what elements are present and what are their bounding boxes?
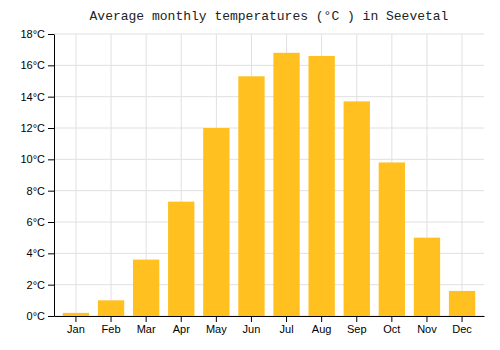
x-tick-label: Jan [67,323,85,335]
x-tick: Oct [383,316,400,335]
y-tick-mark [48,128,54,129]
y-tick-label: 14°C [20,91,45,103]
x-tick-label: May [206,323,227,335]
x-tick: Jul [280,316,294,335]
y-tick-label: 10°C [20,153,45,165]
bar [449,291,475,316]
x-tick: Mar [137,316,156,335]
x-tick-label: Jun [243,323,261,335]
y-tick: 2°C [27,279,54,291]
bar [203,128,229,316]
x-tick: Jan [67,316,85,335]
bar [379,162,405,316]
y-tick-mark [48,159,54,160]
x-tick-label: Mar [137,323,156,335]
x-tick-label: Jul [280,323,294,335]
y-axis-line [54,35,55,317]
x-tick: Apr [173,316,190,335]
y-tick: 10°C [20,153,54,165]
grid-line-x [462,34,463,316]
x-tick-mark [181,316,182,322]
x-tick-label: Aug [312,323,332,335]
x-tick-mark [75,316,76,322]
y-tick: 14°C [20,91,54,103]
y-tick-label: 4°C [27,247,46,259]
y-tick-label: 0°C [27,310,46,322]
grid-line-y [54,96,484,97]
bar [98,300,124,316]
y-tick-label: 8°C [27,185,46,197]
y-tick-mark [48,316,54,317]
x-tick-mark [426,316,427,322]
x-tick-mark [251,316,252,322]
x-tick: Nov [417,316,437,335]
bar [273,53,299,316]
y-tick-mark [48,253,54,254]
x-axis-line [55,316,485,317]
y-tick-label: 2°C [27,279,46,291]
x-tick: Sep [347,316,367,335]
x-tick-label: Apr [173,323,190,335]
title: Average monthly temperatures (°C ) in Se… [90,9,449,24]
x-tick-mark [146,316,147,322]
grid-line-y [54,190,484,191]
grid-line-y [54,159,484,160]
x-tick: May [206,316,227,335]
bar [168,202,194,316]
y-tick-label: 16°C [20,59,45,71]
plot: Jan Feb Mar Apr May Jun Jul Aug Sep Oct Nov Dec 0°C 2… [20,28,484,335]
x-tick: Feb [102,316,121,335]
chart-container: Jan Feb Mar Apr May Jun Jul Aug Sep Oct Nov Dec 0°C 2… [0,0,500,350]
x-tick-label: Sep [347,323,367,335]
y-tick-label: 18°C [20,28,45,40]
y-tick-label: 12°C [20,122,45,134]
bar [344,101,370,316]
y-tick: 4°C [27,247,54,259]
x-tick-mark [321,316,322,322]
x-tick-mark [391,316,392,322]
y-axis: 0°C 2°C 4°C 6°C 8°C 10°C 12°C 14°C 16°C 18°C [20,28,54,322]
grid [54,34,484,316]
bar [238,76,264,316]
x-tick-mark [111,316,112,322]
x-axis: Jan Feb Mar Apr May Jun Jul Aug Sep Oct Nov Dec [55,316,485,335]
grid-line-y [54,128,484,129]
y-tick: 8°C [27,185,54,197]
x-tick-mark [286,316,287,322]
grid-line-y [54,222,484,223]
y-tick-mark [48,34,54,35]
y-tick: 16°C [20,59,54,71]
y-tick-mark [48,222,54,223]
chart-svg: Jan Feb Mar Apr May Jun Jul Aug Sep Oct Nov Dec 0°C 2… [0,0,500,350]
x-tick: Aug [312,316,332,335]
x-tick-label: Oct [383,323,400,335]
y-tick-mark [48,97,54,98]
x-tick-mark [462,316,463,322]
bar [414,238,440,316]
x-tick: Jun [243,316,261,335]
bar [133,260,159,316]
y-tick: 12°C [20,122,54,134]
y-tick-mark [48,285,54,286]
y-tick: 18°C [20,28,54,40]
y-tick: 6°C [27,216,54,228]
bar [63,313,89,316]
y-tick-mark [48,191,54,192]
x-tick-mark [356,316,357,322]
x-tick-label: Dec [452,323,472,335]
x-tick-label: Nov [417,323,437,335]
grid-line-x [111,34,112,316]
bars [63,53,475,316]
y-tick-label: 6°C [27,216,46,228]
x-tick-label: Feb [102,323,121,335]
grid-line-y [54,65,484,66]
grid-line-x [75,34,76,316]
grid-line-y [54,34,484,35]
x-tick: Dec [452,316,472,335]
y-tick: 0°C [27,310,54,322]
y-tick-mark [48,65,54,66]
bar [308,56,334,316]
x-tick-mark [216,316,217,322]
